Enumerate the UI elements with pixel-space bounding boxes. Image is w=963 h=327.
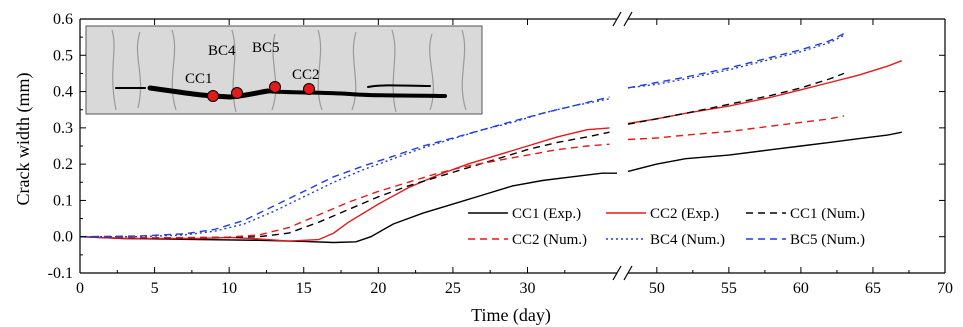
y-tick-label: 0.3 — [53, 120, 73, 137]
inset-vertical-cracks — [111, 29, 467, 113]
y-axis-title: Crack width (mm) — [13, 73, 34, 206]
series-line-cc1-exp — [627, 131, 902, 173]
axis-break-mark — [612, 11, 622, 27]
axes-layer: 0 5 10 15 20 25 30 50 55 60 65 70 -0.1 0.0 0.1 0.2 0.3 0.… — [48, 11, 953, 297]
y-tick-label: 0.2 — [53, 156, 73, 173]
inset-label-cc2: CC2 — [292, 67, 320, 83]
legend-label: BC4 (Num.) — [650, 232, 725, 248]
legend-label: CC1 (Num.) — [790, 206, 865, 222]
series-line-cc1-exp — [79, 172, 617, 244]
legend: CC1 (Exp.) CC2 (Exp.) CC1 (Num.) CC2 (Num.)… — [468, 206, 865, 248]
legend-label: BC5 (Num.) — [790, 232, 865, 248]
series-line-bc5-num — [627, 32, 845, 89]
series-line-bc4-num — [80, 98, 610, 238]
y-tick-label: 0.6 — [53, 11, 73, 28]
axis-break-mark — [623, 265, 633, 281]
y-tick-label: 0.5 — [53, 47, 73, 64]
x-tick-label: 55 — [721, 280, 737, 297]
inset-marker-bc4 — [231, 87, 243, 99]
x-axis-title: Time (day) — [471, 305, 551, 326]
inset-main-crack — [115, 84, 447, 100]
x-tick-label: 65 — [865, 280, 881, 297]
inset-marker-bc5 — [269, 81, 281, 93]
x-tick-label: 30 — [520, 280, 536, 297]
x-tick-label: 20 — [370, 280, 386, 297]
axis-break-mark — [623, 11, 633, 27]
axis-break-mark — [612, 265, 622, 281]
x-tick-label: 70 — [937, 280, 953, 297]
legend-label: CC2 (Num.) — [512, 232, 587, 248]
inset-label-bc5: BC5 — [252, 40, 280, 56]
inset-marker-cc1 — [207, 90, 219, 102]
y-tick-label: -0.1 — [48, 265, 73, 282]
inset-crack-diagram: BC4 BC5 CC1 CC2 — [85, 25, 483, 115]
inset-label-cc1: CC1 — [185, 71, 213, 87]
y-tick-label: 0.0 — [53, 229, 73, 246]
legend-label: CC2 (Exp.) — [650, 206, 719, 222]
x-tick-label: 5 — [151, 280, 159, 297]
series-line-bc4-num — [627, 34, 845, 89]
series-line-bc5-num — [79, 96, 610, 238]
y-tick-label: 0.4 — [53, 84, 73, 101]
series-line-cc1-num — [79, 131, 610, 239]
series-line-cc2-num — [627, 115, 845, 141]
x-tick-label: 10 — [221, 280, 237, 297]
x-tick-label: 50 — [649, 280, 665, 297]
series-line-cc2-exp — [627, 60, 903, 125]
series-line-cc2-num — [79, 143, 610, 239]
x-tick-label: 25 — [445, 280, 461, 297]
x-tick-label: 15 — [296, 280, 312, 297]
inset-label-bc4: BC4 — [208, 43, 236, 59]
series-line-cc1-num — [627, 72, 845, 125]
x-tick-label: 60 — [793, 280, 809, 297]
inset-marker-cc2 — [303, 83, 315, 95]
series-layer — [79, 32, 903, 244]
x-tick-label: 0 — [76, 280, 84, 297]
inset-background — [85, 25, 483, 115]
y-tick-label: 0.1 — [53, 192, 73, 209]
series-line-cc2-exp — [79, 127, 610, 242]
legend-label: CC1 (Exp.) — [512, 206, 581, 222]
